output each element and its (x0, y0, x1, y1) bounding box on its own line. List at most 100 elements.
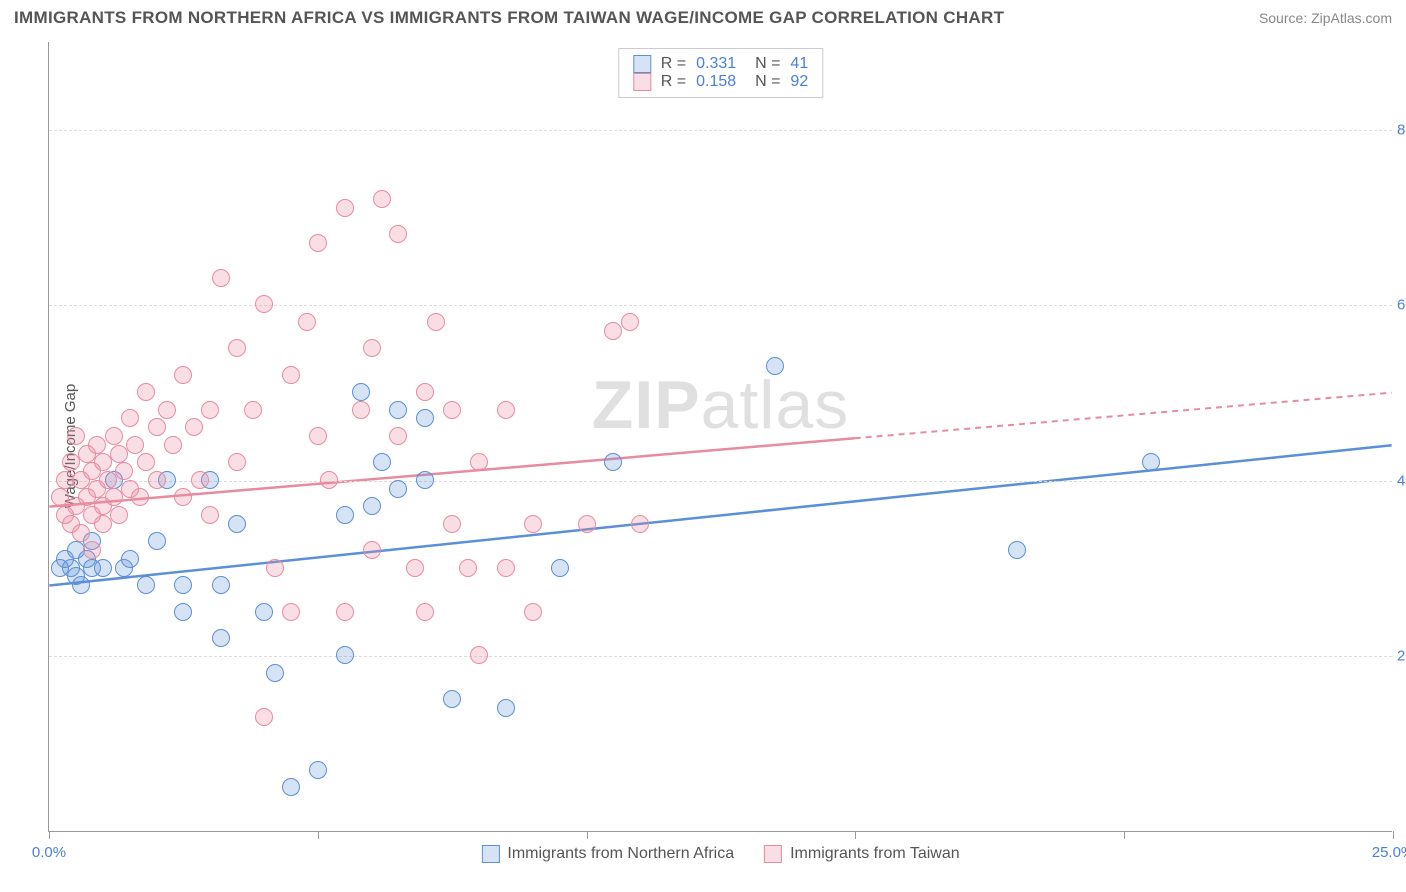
series-legend: Immigrants from Northern AfricaImmigrant… (481, 845, 959, 863)
data-point (105, 427, 123, 445)
x-tick (318, 831, 319, 839)
legend-swatch (633, 55, 651, 73)
data-point (363, 339, 381, 357)
data-point (497, 401, 515, 419)
stat-n-value: 92 (790, 73, 808, 91)
chart-title: IMMIGRANTS FROM NORTHERN AFRICA VS IMMIG… (14, 8, 1004, 28)
stat-r-value: 0.158 (696, 73, 736, 91)
data-point (201, 506, 219, 524)
data-point (83, 541, 101, 559)
y-tick-label: 20.0% (1397, 648, 1406, 665)
data-point (373, 453, 391, 471)
data-point (459, 559, 477, 577)
data-point (352, 383, 370, 401)
data-point (121, 550, 139, 568)
data-point (363, 541, 381, 559)
data-point (298, 313, 316, 331)
x-tick (855, 831, 856, 839)
watermark: ZIPatlas (592, 366, 849, 444)
data-point (174, 603, 192, 621)
stat-r-label: R = (661, 73, 686, 91)
data-point (427, 313, 445, 331)
data-point (551, 559, 569, 577)
data-point (363, 497, 381, 515)
data-point (212, 269, 230, 287)
data-point (373, 190, 391, 208)
plot-area: ZIPatlas R = 0.331 N = 41R = 0.158 N = 9… (48, 42, 1392, 832)
data-point (228, 453, 246, 471)
data-point (320, 471, 338, 489)
data-point (443, 690, 461, 708)
data-point (137, 453, 155, 471)
data-point (631, 515, 649, 533)
chart-container: { "header": { "title": "IMMIGRANTS FROM … (0, 0, 1406, 892)
data-point (201, 401, 219, 419)
data-point (621, 313, 639, 331)
data-point (174, 366, 192, 384)
data-point (282, 366, 300, 384)
data-point (443, 401, 461, 419)
gridline (49, 130, 1392, 131)
legend-item: Immigrants from Taiwan (764, 845, 960, 863)
legend-label: Immigrants from Taiwan (790, 845, 960, 863)
data-point (309, 761, 327, 779)
data-point (766, 357, 784, 375)
data-point (94, 453, 112, 471)
data-point (72, 576, 90, 594)
data-point (228, 515, 246, 533)
data-point (389, 225, 407, 243)
data-point (99, 471, 117, 489)
legend-swatch (481, 845, 499, 863)
header: IMMIGRANTS FROM NORTHERN AFRICA VS IMMIG… (0, 0, 1406, 34)
data-point (336, 603, 354, 621)
data-point (1142, 453, 1160, 471)
x-tick (587, 831, 588, 839)
data-point (131, 488, 149, 506)
gridline (49, 656, 1392, 657)
data-point (497, 699, 515, 717)
data-point (126, 436, 144, 454)
y-tick-label: 80.0% (1397, 121, 1406, 138)
stats-row: R = 0.158 N = 92 (633, 73, 808, 91)
data-point (72, 524, 90, 542)
data-point (255, 603, 273, 621)
data-point (470, 646, 488, 664)
data-point (604, 322, 622, 340)
x-tick (1124, 831, 1125, 839)
legend-swatch (633, 73, 651, 91)
data-point (282, 603, 300, 621)
trendlines-layer (49, 42, 1392, 831)
gridline (49, 481, 1392, 482)
data-point (94, 515, 112, 533)
data-point (174, 576, 192, 594)
data-point (255, 708, 273, 726)
data-point (67, 427, 85, 445)
data-point (336, 506, 354, 524)
y-tick-label: 60.0% (1397, 297, 1406, 314)
data-point (148, 532, 166, 550)
stats-legend: R = 0.331 N = 41R = 0.158 N = 92 (618, 48, 823, 98)
x-tick-label: 0.0% (32, 844, 66, 861)
data-point (174, 488, 192, 506)
data-point (352, 401, 370, 419)
data-point (148, 471, 166, 489)
data-point (389, 401, 407, 419)
data-point (282, 778, 300, 796)
data-point (164, 436, 182, 454)
data-point (191, 471, 209, 489)
data-point (497, 559, 515, 577)
stat-r-value: 0.331 (696, 55, 736, 73)
data-point (309, 234, 327, 252)
data-point (266, 559, 284, 577)
data-point (94, 559, 112, 577)
stats-row: R = 0.331 N = 41 (633, 55, 808, 73)
data-point (416, 409, 434, 427)
data-point (524, 603, 542, 621)
data-point (228, 339, 246, 357)
x-tick-label: 25.0% (1372, 844, 1406, 861)
source-attribution: Source: ZipAtlas.com (1259, 10, 1392, 26)
data-point (336, 646, 354, 664)
data-point (266, 664, 284, 682)
data-point (244, 401, 262, 419)
data-point (110, 506, 128, 524)
